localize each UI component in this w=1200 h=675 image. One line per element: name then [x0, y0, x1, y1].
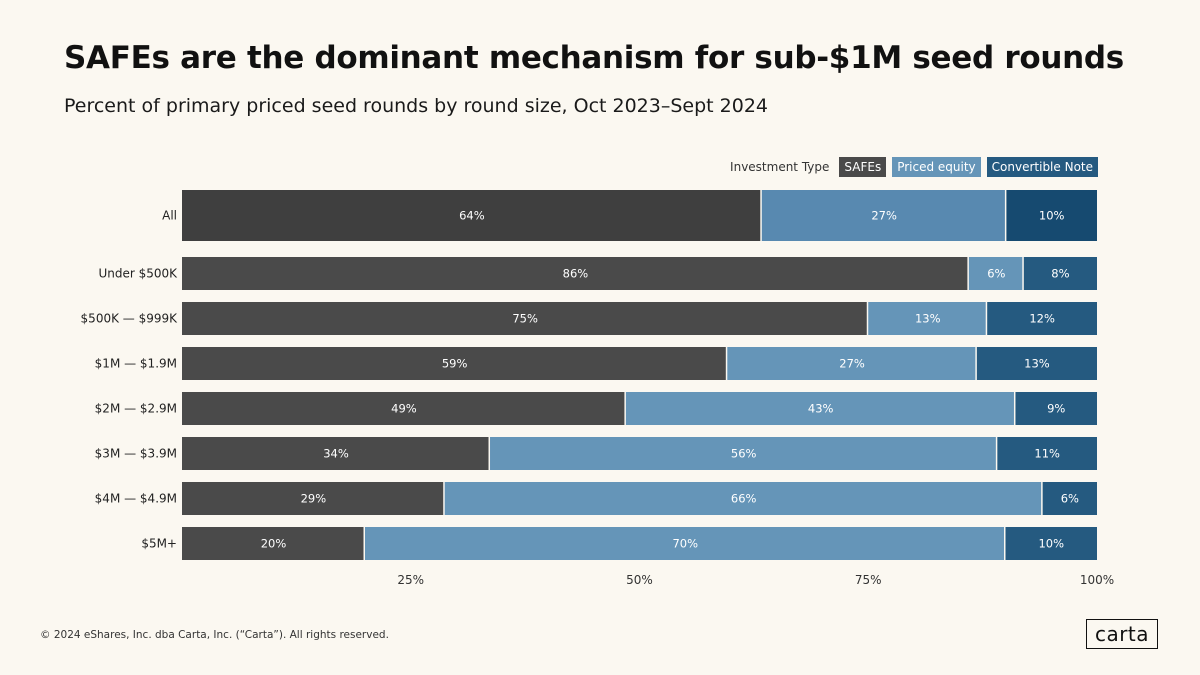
- data-label-priced-equity-5m: 70%: [672, 537, 698, 551]
- data-label-safes-500k-999k: 75%: [512, 312, 538, 326]
- bar-priced-equity-1m-1-9m: [727, 347, 976, 380]
- data-label-convertible-note-1m-1-9m: 13%: [1024, 357, 1050, 371]
- legend-title: Investment Type: [730, 160, 830, 174]
- category-label-2m-2-9m: $2M — $2.9M: [95, 402, 177, 416]
- bar-safes-2m-2-9m: [182, 392, 625, 425]
- bar-safes-500k-999k: [182, 302, 867, 335]
- legend-item-safes: SAFEs: [839, 157, 887, 177]
- data-label-priced-equity-under-500k: 6%: [987, 267, 1005, 281]
- data-label-safes-all: 64%: [459, 209, 485, 223]
- chart-subtitle: Percent of primary priced seed rounds by…: [64, 95, 769, 117]
- data-label-priced-equity-4m-4-9m: 66%: [731, 492, 757, 506]
- bar-priced-equity-all: [761, 190, 1005, 241]
- legend: Investment Type SAFEs Priced equity Conv…: [730, 157, 1098, 177]
- data-label-safes-4m-4-9m: 29%: [301, 492, 327, 506]
- category-label-500k-999k: $500K — $999K: [81, 312, 179, 326]
- carta-logo: carta: [1086, 619, 1158, 649]
- category-label-4m-4-9m: $4M — $4.9M: [95, 492, 177, 506]
- data-label-convertible-note-under-500k: 8%: [1051, 267, 1069, 281]
- data-label-safes-under-500k: 86%: [563, 267, 589, 281]
- bar-priced-equity-500k-999k: [868, 302, 986, 335]
- x-tick-label-100: 100%: [1080, 573, 1114, 587]
- bar-convertible-note-2m-2-9m: [1015, 392, 1097, 425]
- bar-convertible-note-all: [1006, 190, 1097, 241]
- bar-safes-3m-3-9m: [182, 437, 489, 470]
- bar-priced-equity-4m-4-9m: [444, 482, 1042, 515]
- bar-convertible-note-5m: [1005, 527, 1097, 560]
- category-label-3m-3-9m: $3M — $3.9M: [95, 447, 177, 461]
- data-label-convertible-note-4m-4-9m: 6%: [1061, 492, 1079, 506]
- bar-priced-equity-3m-3-9m: [490, 437, 996, 470]
- data-label-priced-equity-1m-1-9m: 27%: [839, 357, 865, 371]
- data-label-safes-5m: 20%: [261, 537, 287, 551]
- data-label-priced-equity-500k-999k: 13%: [915, 312, 941, 326]
- data-label-priced-equity-all: 27%: [871, 209, 897, 223]
- x-tick-label-50: 50%: [626, 573, 653, 587]
- bar-convertible-note-500k-999k: [987, 302, 1097, 335]
- category-label-1m-1-9m: $1M — $1.9M: [95, 357, 177, 371]
- category-label-all: All: [162, 209, 177, 223]
- bar-safes-all: [182, 190, 761, 241]
- data-label-convertible-note-500k-999k: 12%: [1029, 312, 1055, 326]
- data-label-convertible-note-all: 10%: [1039, 209, 1065, 223]
- category-label-5m: $5M+: [141, 537, 177, 551]
- bar-convertible-note-1m-1-9m: [976, 347, 1097, 380]
- bar-convertible-note-3m-3-9m: [997, 437, 1097, 470]
- data-label-priced-equity-2m-2-9m: 43%: [808, 402, 834, 416]
- bar-priced-equity-5m: [365, 527, 1004, 560]
- bar-safes-1m-1-9m: [182, 347, 726, 380]
- data-label-safes-2m-2-9m: 49%: [391, 402, 417, 416]
- legend-item-priced-equity: Priced equity: [892, 157, 981, 177]
- x-tick-label-75: 75%: [855, 573, 882, 587]
- data-label-convertible-note-2m-2-9m: 9%: [1047, 402, 1065, 416]
- data-label-convertible-note-5m: 10%: [1038, 537, 1064, 551]
- data-label-convertible-note-3m-3-9m: 11%: [1034, 447, 1060, 461]
- bar-safes-under-500k: [182, 257, 968, 290]
- data-label-safes-1m-1-9m: 59%: [442, 357, 468, 371]
- bar-safes-4m-4-9m: [182, 482, 444, 515]
- bar-priced-equity-under-500k: [968, 257, 1023, 290]
- bar-priced-equity-2m-2-9m: [625, 392, 1014, 425]
- bar-safes-5m: [182, 527, 364, 560]
- chart-title: SAFEs are the dominant mechanism for sub…: [64, 40, 1124, 76]
- copyright-footer: © 2024 eShares, Inc. dba Carta, Inc. (“C…: [40, 629, 389, 641]
- legend-item-convertible-note: Convertible Note: [986, 157, 1098, 177]
- data-label-priced-equity-3m-3-9m: 56%: [731, 447, 757, 461]
- data-label-safes-3m-3-9m: 34%: [323, 447, 349, 461]
- bar-convertible-note-under-500k: [1023, 257, 1097, 290]
- bar-convertible-note-4m-4-9m: [1042, 482, 1097, 515]
- category-label-under-500k: Under $500K: [98, 267, 178, 281]
- x-tick-label-25: 25%: [397, 573, 424, 587]
